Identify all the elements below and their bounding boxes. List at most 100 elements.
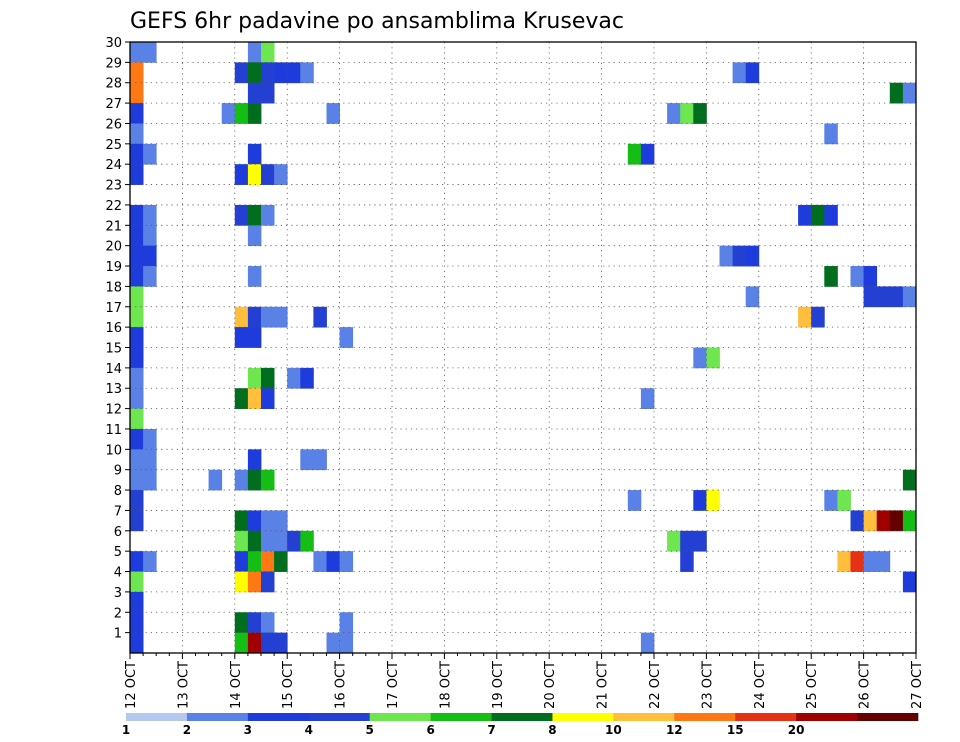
legend-label: 12 (666, 723, 683, 737)
legend-label: 7 (487, 723, 495, 737)
heatmap-cell (837, 490, 851, 511)
heatmap-cell (719, 245, 733, 267)
heatmap-cell (130, 143, 144, 165)
y-tick-label: 9 (114, 464, 122, 479)
heatmap-cell (287, 62, 301, 84)
legend-swatch (247, 713, 310, 721)
legend-swatch (369, 713, 431, 721)
heatmap-cell (247, 367, 262, 389)
heatmap-cell (300, 530, 314, 552)
y-tick-label: 15 (105, 342, 122, 357)
heatmap-cell (680, 530, 694, 552)
heatmap-cell (680, 551, 694, 572)
legend-label: 10 (605, 723, 622, 737)
heatmap-cell (261, 204, 275, 226)
heatmap-cell (234, 204, 249, 226)
heatmap-cell (130, 428, 144, 450)
heatmap-cell (234, 469, 249, 491)
heatmap-cell (143, 42, 157, 63)
heatmap-cell (876, 286, 891, 308)
legend-label: 20 (788, 723, 805, 737)
y-tick-label: 29 (105, 56, 122, 71)
heatmap-cell (130, 571, 144, 593)
heatmap-cell (234, 103, 249, 124)
heatmap-cell (693, 490, 707, 511)
x-tick-label: 22 OCT (648, 661, 663, 709)
heatmap-cell (902, 510, 917, 532)
y-tick-label: 3 (114, 586, 122, 601)
x-tick-label: 12 OCT (124, 661, 139, 709)
heatmap-cell (130, 612, 144, 634)
heatmap-cell (287, 530, 301, 552)
heatmap-cell (130, 62, 144, 84)
heatmap-cell (261, 551, 275, 572)
heatmap-cell (640, 632, 655, 654)
heatmap-cell (863, 286, 878, 308)
heatmap-cell (234, 632, 249, 654)
heatmap-cell (732, 245, 747, 267)
heatmap-cell (247, 327, 262, 348)
heatmap-cell (143, 245, 157, 267)
y-tick-label: 1 (114, 627, 122, 642)
heatmap-cell (274, 306, 288, 328)
heatmap-cell (130, 367, 144, 389)
heatmap-cell (130, 286, 144, 308)
heatmap-cell (863, 510, 878, 532)
heatmap-cell (130, 408, 144, 430)
y-tick-label: 28 (105, 77, 122, 92)
legend-label: 6 (426, 723, 434, 737)
legend-swatch (186, 713, 249, 721)
heatmap-cell (326, 551, 340, 572)
heatmap-cell (130, 82, 144, 104)
heatmap-cell (876, 510, 891, 532)
heatmap-cell (627, 490, 642, 511)
heatmap-cell (130, 42, 144, 63)
heatmap-cell (667, 103, 681, 124)
y-tick-label: 2 (114, 606, 122, 621)
x-tick-label: 15 OCT (281, 661, 296, 709)
heatmap-cell (274, 632, 288, 654)
y-tick-label: 13 (105, 382, 122, 397)
heatmap-cell (902, 469, 917, 491)
heatmap-cell (143, 449, 157, 471)
heatmap-cell (234, 327, 249, 348)
heatmap-cell (287, 367, 301, 389)
heatmap-cell (247, 469, 262, 491)
heatmap-cell (130, 449, 144, 471)
heatmap-cell (130, 347, 144, 369)
heatmap-cells (130, 42, 917, 654)
heatmap-cell (889, 510, 904, 532)
heatmap-cell (247, 82, 262, 104)
heatmap-cell (889, 286, 904, 308)
heatmap-cell (247, 551, 262, 572)
heatmap-cell (824, 266, 838, 287)
heatmap-cell (300, 367, 314, 389)
y-axis-ticks: 1234567891011121314151617181920212223242… (105, 36, 130, 642)
y-tick-label: 6 (114, 525, 122, 540)
y-tick-label: 17 (105, 301, 122, 316)
x-tick-label: 13 OCT (176, 661, 191, 709)
heatmap-cell (863, 266, 878, 287)
x-tick-label: 26 OCT (858, 661, 873, 709)
heatmap-cell (234, 388, 249, 409)
y-tick-label: 22 (105, 199, 122, 214)
heatmap-cell (706, 347, 720, 369)
legend-swatch (735, 713, 797, 721)
heatmap-cell (798, 204, 812, 226)
y-tick-label: 8 (114, 484, 122, 499)
y-tick-label: 7 (114, 504, 122, 519)
heatmap-cell (274, 510, 288, 532)
heatmap-cell (274, 551, 288, 572)
y-tick-label: 14 (105, 362, 122, 377)
heatmap-cell (824, 490, 838, 511)
heatmap-cell (261, 388, 275, 409)
chart-title: GEFS 6hr padavine po ansamblima Krusevac (130, 9, 624, 34)
heatmap-cell (130, 103, 144, 124)
heatmap-cell (706, 490, 720, 511)
heatmap-cell (130, 306, 144, 328)
x-tick-label: 14 OCT (229, 661, 244, 709)
y-tick-label: 25 (105, 138, 122, 153)
heatmap-cell (130, 469, 144, 491)
heatmap-cell (889, 82, 904, 104)
